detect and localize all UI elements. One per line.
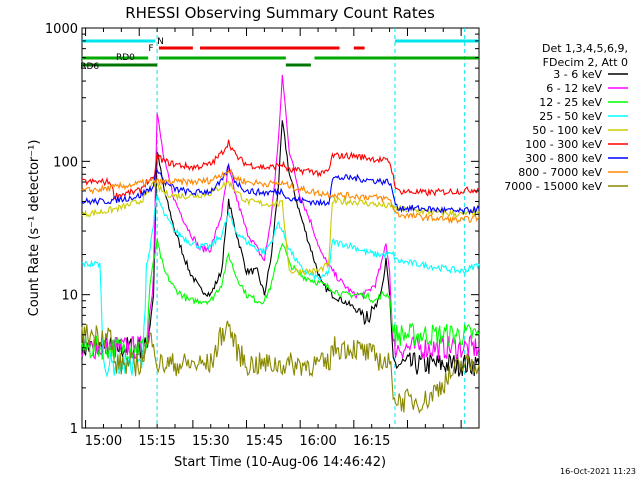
x-tick-label-2: 15:30 (192, 434, 229, 449)
legend-header-1: Det 1,3,4,5,6,9, (542, 42, 628, 55)
flag-label-1: F (148, 44, 153, 54)
y-ticks: 1 10 100 1000 (45, 22, 479, 437)
flag-label-3: RD6 (80, 62, 99, 72)
x-ticks: 15:00 15:15 15:30 15:45 16:00 16:15 (85, 28, 480, 449)
x-tick-label-1: 15:15 (138, 434, 175, 449)
flag-label-2: RD0 (116, 53, 135, 63)
legend-label-6: 300 - 800 keV (525, 152, 602, 165)
series-line-6 (81, 162, 480, 216)
y-tick-label-2: 100 (53, 155, 78, 170)
series-line-8 (81, 320, 480, 414)
legend: Det 1,3,4,5,6,9, FDecim 2, Att 0 3 - 6 k… (504, 42, 628, 193)
legend-label-8: 7000 - 15000 keV (504, 180, 602, 193)
legend-label-1: 6 - 12 keV (546, 82, 602, 95)
legend-label-3: 25 - 50 keV (539, 110, 602, 123)
y-tick-label-1: 10 (61, 289, 78, 304)
x-tick-label-0: 15:00 (85, 434, 122, 449)
series-line-3 (81, 193, 480, 378)
flag-label-0: N (157, 37, 164, 47)
legend-label-7: 800 - 7000 keV (518, 166, 602, 179)
x-tick-label-5: 16:15 (353, 434, 390, 449)
legend-label-2: 12 - 25 keV (539, 96, 602, 109)
legend-label-5: 100 - 300 keV (525, 138, 602, 151)
generation-timestamp: 16-Oct-2021 11:23 (560, 467, 636, 476)
plot-frame (81, 27, 480, 429)
y-tick-label-3: 1000 (45, 22, 78, 37)
legend-label-0: 3 - 6 keV (553, 68, 602, 81)
series-line-7 (81, 168, 480, 225)
x-tick-label-4: 16:00 (299, 434, 336, 449)
legend-header-2: FDecim 2, Att 0 (543, 56, 628, 69)
series-line-2 (81, 238, 480, 360)
x-axis-label: Start Time (10-Aug-06 14:46:42) (174, 455, 386, 470)
y-axis-label: Count Rate (s⁻¹ detector⁻¹) (27, 140, 42, 317)
flag-bars: NF RD0 RD6 (80, 37, 479, 72)
series-line-1 (81, 74, 480, 362)
chart-title: RHESSI Observing Summary Count Rates (125, 4, 435, 22)
legend-label-4: 50 - 100 keV (532, 124, 602, 137)
series-line-5 (81, 139, 480, 201)
attenuator-dashed-lines (156, 28, 466, 428)
series-lines (81, 74, 480, 414)
y-tick-label-0: 1 (70, 422, 78, 437)
x-tick-label-3: 15:45 (246, 434, 283, 449)
